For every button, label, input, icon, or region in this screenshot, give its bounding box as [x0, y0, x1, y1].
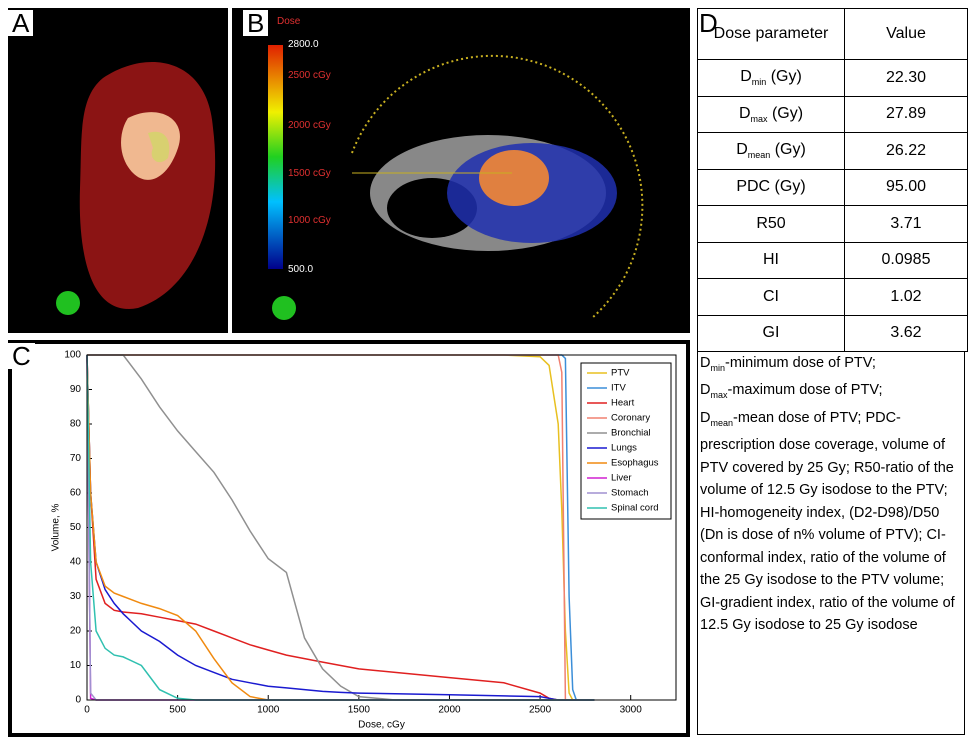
- orientation-marker: [272, 296, 296, 320]
- param-sub: mean: [748, 150, 771, 160]
- footnote-label: D: [700, 382, 710, 398]
- footnote-sub: max: [710, 390, 727, 400]
- param-sub: max: [751, 114, 768, 124]
- param-cell: HI: [698, 242, 845, 279]
- legend-label: Lungs: [611, 443, 637, 454]
- param-label: D: [736, 141, 748, 158]
- y-tick-label: 20: [70, 626, 82, 637]
- table-row: Dmax (Gy)27.89: [698, 96, 968, 133]
- y-tick-label: 50: [70, 522, 82, 533]
- colorbar-title: Dose: [277, 16, 300, 27]
- param-label: PDC (Gy): [736, 178, 805, 195]
- panel-a-image: [8, 8, 228, 333]
- y-tick-label: 60: [70, 488, 82, 499]
- header-cell: Value: [845, 9, 968, 60]
- param-cell: PDC (Gy): [698, 169, 845, 206]
- panel-label: C: [8, 343, 35, 369]
- legend-label: Bronchial: [611, 428, 651, 439]
- table-row: HI 0.0985: [698, 242, 968, 279]
- colorbar-label: 500.0: [288, 264, 313, 275]
- y-tick-label: 80: [70, 419, 82, 430]
- dvh-chart: 0 500 1000 1500 2000 2500 3000 0 10 20 30 40 50 60 70 8…: [8, 340, 690, 737]
- value-cell: 1.02: [845, 279, 968, 316]
- footnote-label: D: [700, 410, 710, 426]
- param-label: GI: [763, 324, 780, 341]
- orientation-marker: [56, 291, 80, 315]
- value-cell: 0.0985: [845, 242, 968, 279]
- y-tick-label: 100: [64, 350, 81, 361]
- param-cell: Dmax (Gy): [698, 96, 845, 133]
- footnote-label: D: [700, 355, 710, 371]
- x-tick-label: 2000: [438, 705, 461, 716]
- param-cell: GI: [698, 315, 845, 352]
- param-label: D: [739, 105, 751, 122]
- param-cell: R50: [698, 206, 845, 243]
- header-cell: Dose parameter: [698, 9, 845, 60]
- param-sub: min: [752, 77, 767, 87]
- x-tick-label: 1000: [257, 705, 280, 716]
- y-tick-label: 30: [70, 591, 82, 602]
- param-label: D: [740, 68, 752, 85]
- colorbar-label: 2800.0: [288, 39, 319, 50]
- param-cell: CI: [698, 279, 845, 316]
- footnote-text: -minimum dose of PTV;: [725, 355, 876, 371]
- x-tick-label: 0: [84, 705, 90, 716]
- legend-label: Heart: [611, 398, 635, 409]
- table-row: PDC (Gy) 95.00: [698, 169, 968, 206]
- value-cell: 22.30: [845, 60, 968, 97]
- footnote-sub: mean: [710, 418, 733, 428]
- param-cell: Dmean (Gy): [698, 133, 845, 170]
- legend-label: ITV: [611, 383, 626, 394]
- legend-label: Coronary: [611, 413, 650, 424]
- legend-label: Spinal cord: [611, 503, 659, 514]
- footnote-text: -mean dose of PTV; PDC-prescription dose…: [700, 410, 955, 633]
- legend-label: Esophagus: [611, 458, 659, 469]
- value-cell: 3.62: [845, 315, 968, 352]
- footnote-text: -maximum dose of PTV;: [728, 382, 883, 398]
- legend-label: Liver: [611, 473, 632, 484]
- param-label: HI: [763, 251, 779, 268]
- x-tick-label: 3000: [620, 705, 643, 716]
- x-tick-label: 1500: [348, 705, 371, 716]
- param-suffix: (Gy): [768, 105, 804, 122]
- x-axis-label: Dose, cGy: [358, 720, 405, 731]
- table-row: Dmean (Gy)26.22: [698, 133, 968, 170]
- footnote: Dmin-minimum dose of PTV; Dmax-maximum do…: [697, 352, 965, 735]
- table-row: CI 1.02: [698, 279, 968, 316]
- panel-label: A: [8, 10, 33, 36]
- y-tick-label: 10: [70, 660, 82, 671]
- legend-label: Stomach: [611, 488, 649, 499]
- x-tick-label: 2500: [529, 705, 552, 716]
- table-row: Dmin (Gy)22.30: [698, 60, 968, 97]
- colorbar-label: 1000 cGy: [288, 215, 331, 226]
- y-tick-label: 0: [75, 695, 81, 706]
- colorbar-label: 2000 cGy: [288, 120, 331, 131]
- value-cell: 95.00: [845, 169, 968, 206]
- y-tick-label: 90: [70, 384, 82, 395]
- table-row: GI 3.62: [698, 315, 968, 352]
- table-row: R50 3.71: [698, 206, 968, 243]
- value-cell: 27.89: [845, 96, 968, 133]
- y-tick-label: 40: [70, 557, 82, 568]
- param-suffix: (Gy): [770, 141, 806, 158]
- param-suffix: (Gy): [766, 68, 802, 85]
- dose-high: [479, 150, 549, 206]
- y-axis-label: Volume, %: [51, 503, 62, 551]
- param-label: R50: [756, 215, 785, 232]
- colorbar-label: 2500 cGy: [288, 70, 331, 81]
- x-tick-label: 500: [169, 705, 186, 716]
- colorbar: [268, 45, 283, 269]
- page: 0 500 1000 1500 2000 2500 3000 0 10 20 30 40 50 60 70 8…: [0, 0, 968, 737]
- panel-label: B: [243, 10, 268, 36]
- param-cell: Dmin (Gy): [698, 60, 845, 97]
- parameter-table: Dose parameterValueDmin (Gy)22.30Dmax (G…: [697, 8, 968, 352]
- value-cell: 3.71: [845, 206, 968, 243]
- param-label: CI: [763, 288, 779, 305]
- legend-label: PTV: [611, 368, 630, 379]
- footnote-sub: min: [710, 363, 725, 373]
- value-cell: 26.22: [845, 133, 968, 170]
- colorbar-label: 1500 cGy: [288, 168, 331, 179]
- y-tick-label: 70: [70, 453, 82, 464]
